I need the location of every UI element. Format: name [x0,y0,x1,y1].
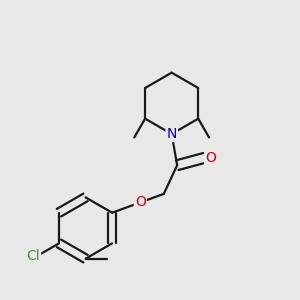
Text: O: O [205,151,216,165]
Text: N: N [167,127,177,141]
Text: Cl: Cl [26,249,40,263]
Text: O: O [135,195,146,209]
